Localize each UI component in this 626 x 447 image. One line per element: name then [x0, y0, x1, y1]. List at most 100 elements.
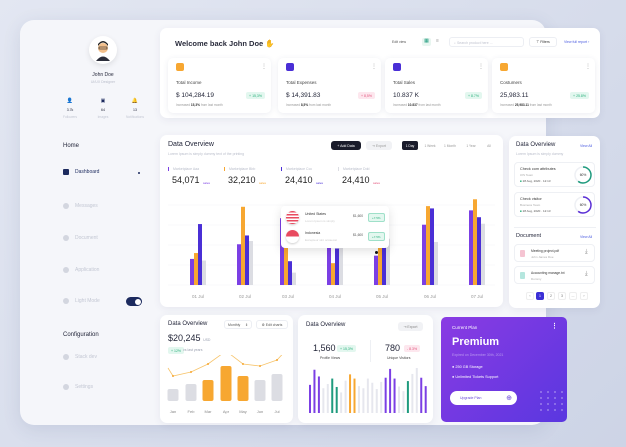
bar-07-Jul-series-1[interactable]: [473, 199, 477, 285]
visitor-bar[interactable]: [353, 378, 356, 413]
visitor-bar[interactable]: [366, 378, 369, 413]
bar-01-Jul-series-0[interactable]: [190, 258, 194, 285]
visitor-bar[interactable]: [335, 386, 338, 413]
bar-07-Jul-series-3[interactable]: [481, 223, 485, 285]
month-bar-jun[interactable]: [254, 380, 266, 401]
month-bar-jul[interactable]: [271, 374, 283, 401]
document-item[interactable]: Accounting manage.txt Dummy ⤓: [514, 266, 595, 284]
sidebar-item-document[interactable]: Document: [63, 235, 98, 241]
bar-06-Jul-series-2[interactable]: [430, 208, 434, 285]
view-full-report-link[interactable]: View full report ›: [564, 40, 590, 44]
bar-07-Jul-series-2[interactable]: [477, 217, 481, 285]
range-tab-1-week[interactable]: 1 Week: [424, 143, 436, 148]
bar-01-Jul-series-3[interactable]: [202, 260, 206, 285]
document-view-all[interactable]: View All: [580, 235, 593, 239]
month-bar-feb[interactable]: [185, 384, 197, 401]
kpi-menu-icon[interactable]: ⋮: [585, 64, 591, 70]
visitor-bar[interactable]: [322, 388, 325, 413]
visitor-bar[interactable]: [402, 391, 405, 413]
task-card[interactable]: Check visitor Business Team ■ 28 Aug, 20…: [514, 192, 595, 217]
sidebar-item-settings[interactable]: Settings: [63, 384, 93, 390]
sidebar-item-application[interactable]: Application: [63, 267, 99, 273]
pagination-ellipsis[interactable]: ...: [569, 292, 577, 300]
visitor-bar[interactable]: [415, 368, 418, 413]
bar-01-Jul-series-2[interactable]: [198, 224, 202, 285]
range-tab-1-day[interactable]: 1 Day: [402, 141, 418, 150]
range-tab-1-month[interactable]: 1 Month: [444, 143, 456, 148]
add-data-button[interactable]: + Add Data: [331, 141, 361, 150]
edit-view-link[interactable]: Edit view: [392, 40, 407, 44]
document-item[interactable]: Meeting project.pdf John James Doe ⤓: [514, 244, 595, 262]
upgrade-plan-button[interactable]: Upgrade Plan ⊕: [450, 391, 517, 405]
visitor-bar[interactable]: [398, 386, 400, 413]
range-tab-1-year[interactable]: 1 Year: [466, 143, 476, 148]
sidebar-item-dashboard[interactable]: Dashboard: [63, 169, 99, 175]
range-tab-all[interactable]: All: [487, 143, 491, 148]
light-mode-toggle[interactable]: [126, 297, 142, 306]
sidebar-item-light-mode[interactable]: Light Mode: [63, 298, 100, 304]
filters-button[interactable]: ⊤ Filters: [529, 37, 557, 47]
bar-06-Jul-series-0[interactable]: [422, 224, 426, 285]
bar-03-Jul-series-2[interactable]: [288, 261, 292, 285]
visitor-bar[interactable]: [380, 381, 383, 413]
visitor-bar[interactable]: [344, 380, 347, 413]
visitor-bar[interactable]: [411, 373, 414, 413]
kpi-menu-icon[interactable]: ⋮: [371, 64, 377, 70]
bar-02-Jul-series-1[interactable]: [241, 206, 245, 285]
month-bar-may[interactable]: [237, 376, 249, 401]
visitor-bar[interactable]: [393, 378, 396, 413]
bar-01-Jul-series-1[interactable]: [194, 253, 198, 285]
bar-06-Jul-series-3[interactable]: [434, 241, 438, 285]
bar-05-Jul-series-3[interactable]: [386, 238, 390, 285]
bar-02-Jul-series-2[interactable]: [245, 235, 249, 285]
edit-charts-button[interactable]: ⚙ Edit charts: [256, 320, 288, 329]
sidebar-item-stack-dev[interactable]: Stack dev: [63, 354, 97, 360]
bar-06-Jul-series-1[interactable]: [426, 206, 430, 285]
avatar[interactable]: [89, 36, 117, 64]
visitor-bar[interactable]: [331, 378, 334, 413]
bar-05-Jul-series-0[interactable]: [374, 255, 378, 285]
pagination-page-3[interactable]: 3: [558, 292, 566, 300]
bar-03-Jul-series-0[interactable]: [280, 218, 284, 285]
bar-07-Jul-series-0[interactable]: [469, 210, 473, 285]
kpi-menu-icon[interactable]: ⋮: [261, 64, 267, 70]
month-bar-apr[interactable]: [220, 366, 232, 401]
visitor-bar[interactable]: [420, 377, 423, 413]
bar-04-Jul-series-1[interactable]: [331, 263, 335, 285]
bar-05-Jul-series-2[interactable]: [382, 241, 386, 285]
export-button[interactable]: ⇥ Export: [366, 141, 392, 150]
grid-view-icon[interactable]: ▦: [422, 38, 431, 46]
plan-menu-icon[interactable]: ⋮: [551, 323, 558, 330]
bar-03-Jul-series-3[interactable]: [292, 272, 296, 285]
period-select[interactable]: Monthly ⇕: [224, 320, 252, 329]
search-input[interactable]: ⌕ Search product here ...: [449, 37, 524, 47]
visitor-bar[interactable]: [424, 386, 427, 413]
download-icon[interactable]: ⤓: [585, 249, 588, 255]
bar-04-Jul-series-0[interactable]: [327, 241, 331, 285]
visitor-bar[interactable]: [406, 381, 409, 413]
visitor-bar[interactable]: [317, 376, 320, 413]
kpi-menu-icon[interactable]: ⋮: [478, 64, 484, 70]
month-bar-mar[interactable]: [202, 380, 214, 401]
download-icon[interactable]: ⤓: [585, 271, 588, 277]
list-view-icon[interactable]: ≡: [436, 38, 439, 44]
sidebar-item-messages[interactable]: Messages: [63, 203, 98, 209]
visitor-bar[interactable]: [357, 386, 360, 413]
visitor-bar[interactable]: [340, 392, 343, 413]
bar-04-Jul-series-2[interactable]: [335, 248, 339, 285]
visitor-bar[interactable]: [389, 368, 392, 413]
visitor-bar[interactable]: [313, 369, 316, 413]
pagination-prev[interactable]: ‹: [526, 292, 534, 300]
right-view-all[interactable]: View All: [580, 144, 593, 148]
pagination-next[interactable]: ›: [580, 292, 588, 300]
bar-03-Jul-series-1[interactable]: [284, 236, 288, 285]
visitor-bar[interactable]: [375, 389, 378, 413]
pagination-page-1[interactable]: 1: [536, 292, 544, 300]
visitors-export-button[interactable]: ⇥ Export: [398, 322, 423, 331]
bar-02-Jul-series-3[interactable]: [249, 241, 253, 285]
visitor-bar[interactable]: [362, 388, 365, 413]
visitor-bar[interactable]: [371, 382, 374, 413]
bar-04-Jul-series-3[interactable]: [339, 241, 343, 285]
pagination-page-2[interactable]: 2: [547, 292, 555, 300]
visitor-bar[interactable]: [384, 377, 387, 413]
